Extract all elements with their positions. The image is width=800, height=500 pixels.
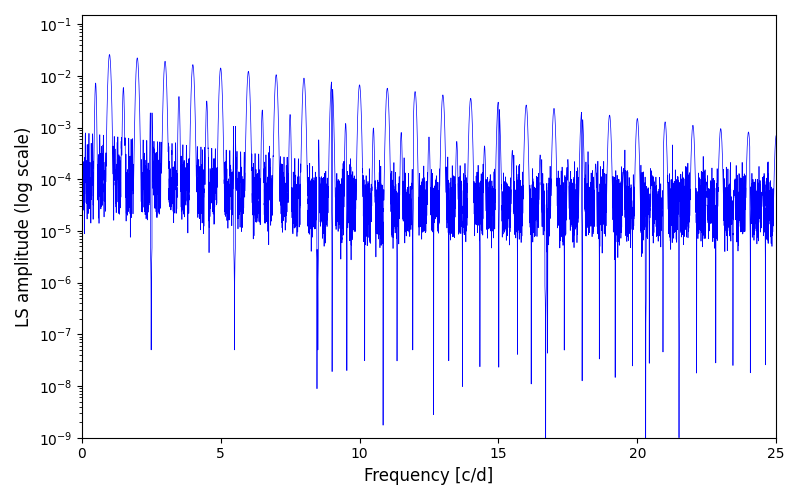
X-axis label: Frequency [c/d]: Frequency [c/d] (364, 467, 494, 485)
Y-axis label: LS amplitude (log scale): LS amplitude (log scale) (15, 126, 33, 326)
